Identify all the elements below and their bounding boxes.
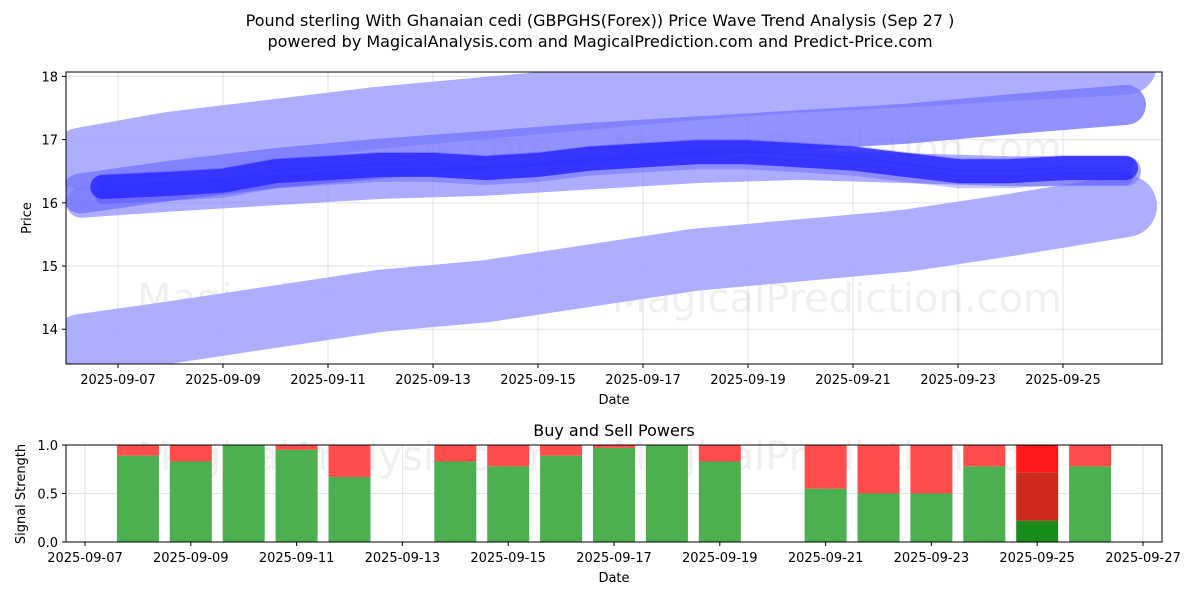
sell-bar (116, 445, 159, 456)
buy-bar (540, 455, 583, 542)
signal-x-tick-label: 2025-09-17 (576, 551, 652, 566)
price-x-label: Date (598, 393, 629, 408)
signal-y-label: Signal Strength (14, 444, 29, 544)
buy-bar (593, 447, 635, 542)
buy-bar (222, 445, 265, 542)
buy-bar (857, 493, 900, 542)
signal-x-axis: 2025-09-07 2025-09-09 2025-09-11 2025-09-13… (47, 542, 1181, 566)
buy-bar (275, 449, 318, 542)
wave-strand-line (95, 139, 1133, 188)
signal-x-tick-label: 2025-09-13 (365, 551, 441, 566)
buy-bar (487, 466, 530, 542)
price-x-tick-label: 2025-09-25 (1025, 373, 1101, 388)
signal-y-tick-label: 0.0 (37, 536, 58, 551)
sell-bar (593, 445, 635, 448)
sell-bar (275, 445, 318, 450)
signal-x-tick-label: 2025-09-09 (153, 551, 229, 566)
signal-x-tick-label: 2025-09-27 (1105, 551, 1181, 566)
price-x-tick-label: 2025-09-21 (815, 373, 891, 388)
signal-x-tick-label: 2025-09-19 (682, 551, 758, 566)
price-x-axis: 2025-09-07 2025-09-09 2025-09-11 2025-09-13… (80, 364, 1101, 388)
signal-bar-segment (1016, 520, 1059, 542)
sell-bar (434, 445, 477, 462)
buy-bar (910, 493, 953, 542)
price-y-tick-label: 15 (41, 260, 58, 275)
signal-x-label: Date (598, 571, 629, 586)
signal-bar-segment (1016, 472, 1059, 521)
signal-x-tick-label: 2025-09-23 (894, 551, 970, 566)
sell-bar (328, 445, 371, 478)
buy-bar (169, 461, 212, 542)
signal-x-tick-label: 2025-09-11 (259, 551, 335, 566)
signal-y-tick-label: 1.0 (37, 439, 58, 454)
signal-x-tick-label: 2025-09-21 (788, 551, 864, 566)
price-x-tick-label: 2025-09-13 (395, 373, 471, 388)
sell-bar (698, 445, 741, 462)
buy-bar (804, 488, 847, 542)
sell-bar (487, 445, 530, 467)
signal-y-axis: 0.0 0.5 1.0 (37, 439, 66, 551)
sell-bar (169, 445, 212, 462)
buy-bar (1069, 466, 1112, 542)
buy-bar (328, 477, 371, 542)
price-x-tick-label: 2025-09-15 (500, 373, 576, 388)
signal-title: Buy and Sell Powers (533, 421, 695, 440)
price-plot-frame (65, 71, 1163, 365)
buy-bar (698, 461, 741, 542)
price-y-tick-label: 16 (41, 197, 58, 212)
sell-bar (1069, 445, 1112, 467)
buy-bar (645, 445, 688, 542)
lower-band-line (66, 175, 1157, 364)
signal-bar-segment (1016, 445, 1059, 473)
wave-strand-line (95, 155, 1133, 204)
signal-x-tick-label: 2025-09-07 (47, 551, 123, 566)
signal-x-tick-label: 2025-09-25 (999, 551, 1075, 566)
signal-bars (116, 445, 1112, 542)
sell-bar (540, 445, 583, 456)
price-y-label: Price (20, 202, 35, 234)
upper-band-line (66, 72, 1156, 190)
price-y-tick-label: 14 (41, 323, 58, 338)
sell-bar (963, 445, 1006, 467)
price-chart: MagicalAnalysis.com MagicalPrediction.co… (20, 70, 1163, 408)
price-y-tick-label: 17 (41, 134, 58, 149)
price-x-tick-label: 2025-09-07 (80, 373, 156, 388)
signal-chart: Buy and Sell Powers MagicalAnalysis.com … (14, 421, 1181, 586)
chart-subtitle: powered by MagicalAnalysis.com and Magic… (267, 32, 932, 51)
wave-strand-line (95, 150, 1133, 199)
buy-bar (963, 466, 1006, 542)
price-x-tick-label: 2025-09-17 (605, 373, 681, 388)
chart-title: Pound sterling With Ghanaian cedi (GBPGH… (246, 11, 955, 30)
buy-bar (116, 455, 159, 542)
sell-bar (857, 445, 900, 494)
price-x-tick-label: 2025-09-23 (920, 373, 996, 388)
price-y-tick-label: 18 (41, 70, 58, 85)
wave-line (90, 140, 1138, 199)
price-x-tick-label: 2025-09-09 (185, 373, 261, 388)
price-y-axis: 14 15 16 17 18 (41, 70, 66, 338)
price-x-tick-label: 2025-09-11 (290, 373, 366, 388)
signal-x-tick-label: 2025-09-15 (470, 551, 546, 566)
price-series (66, 72, 1157, 364)
buy-bar (434, 461, 477, 542)
signal-y-tick-label: 0.5 (37, 488, 58, 503)
sell-bar (804, 445, 847, 489)
price-x-tick-label: 2025-09-19 (710, 373, 786, 388)
sell-bar (910, 445, 953, 494)
